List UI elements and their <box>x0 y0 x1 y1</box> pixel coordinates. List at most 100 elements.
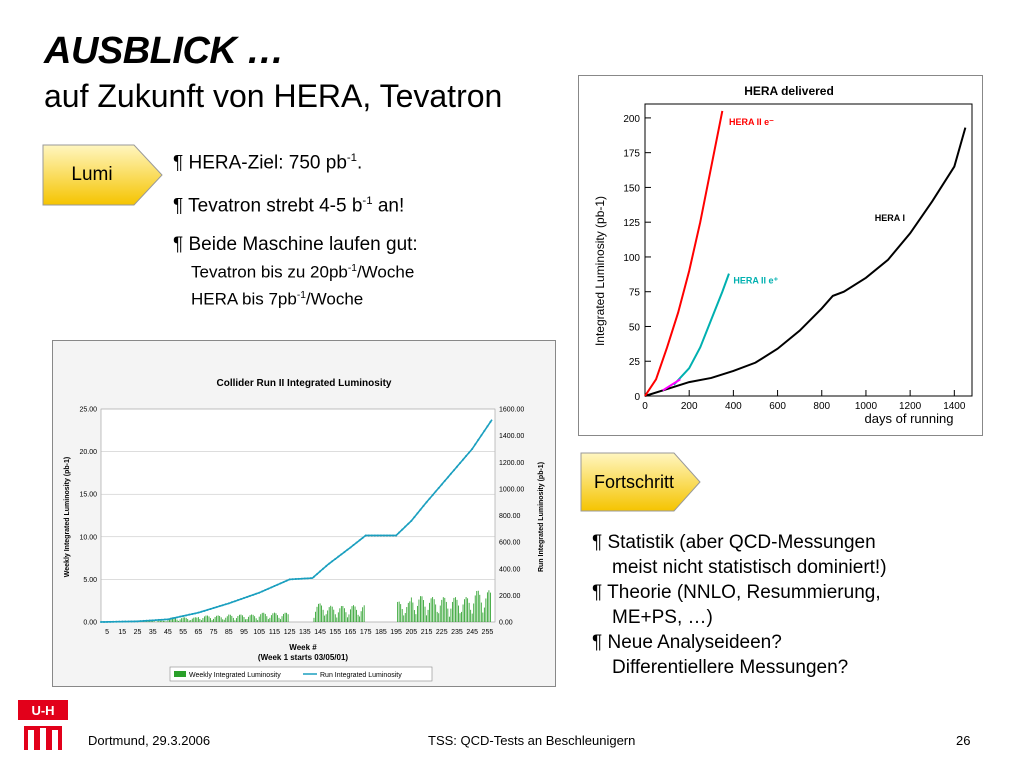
weekly-bar <box>261 612 263 622</box>
cumulative-point <box>276 583 279 586</box>
weekly-bar <box>181 618 183 622</box>
tevatron-chart: Collider Run II Integrated Luminosity We… <box>64 378 545 682</box>
cumulative-point <box>270 586 273 589</box>
weekly-bar <box>202 618 204 622</box>
weekly-bar <box>461 611 462 622</box>
weekly-bar <box>197 617 199 622</box>
weekly-bar <box>275 613 277 622</box>
weekly-bar <box>220 617 222 622</box>
weekly-bar <box>169 618 170 622</box>
weekly-bar <box>204 616 205 622</box>
cumulative-point <box>294 578 297 581</box>
cumulative-point <box>379 534 382 537</box>
y-tick-label: 200 <box>623 114 640 125</box>
tevatron-chart-title: Collider Run II Integrated Luminosity <box>216 378 391 389</box>
weekly-bar <box>447 608 449 622</box>
weekly-bar <box>359 616 361 622</box>
bullet-text: ¶ Tevatron strebt 4-5 b <box>173 195 363 217</box>
cumulative-point <box>115 620 118 623</box>
weekly-bar <box>441 599 443 622</box>
weekly-bar <box>226 616 228 622</box>
x-tick-label: 75 <box>210 629 218 636</box>
cumulative-point <box>179 615 182 618</box>
weekly-bar <box>476 590 478 622</box>
cumulative-point <box>300 577 303 580</box>
weekly-bar <box>397 601 399 622</box>
tevatron-x-axis-label: Week # <box>289 643 317 652</box>
sub-bullet-item: HERA bis 7pb-1/Woche <box>173 284 533 312</box>
cumulative-point <box>431 494 434 497</box>
weekly-bar <box>162 620 164 622</box>
cumulative-point <box>133 620 136 623</box>
cumulative-point <box>215 606 218 609</box>
footer-talk-title: TSS: QCD-Tests an Beschleunigern <box>428 733 636 748</box>
weekly-bar <box>207 615 208 622</box>
weekly-bar <box>362 607 364 622</box>
cumulative-point <box>325 565 328 568</box>
weekly-bar <box>455 597 456 622</box>
cumulative-point <box>443 479 446 482</box>
weekly-bar <box>196 617 198 622</box>
x-tick-label: 165 <box>345 629 357 636</box>
cumulative-point <box>166 618 169 621</box>
weekly-bar <box>333 609 335 622</box>
page-number: 26 <box>956 733 971 748</box>
weekly-bar <box>327 610 329 622</box>
weekly-bar <box>474 595 476 622</box>
y-tick-label: 0 <box>634 392 640 403</box>
lumi-arrow-box: Lumi <box>42 144 164 206</box>
progress-bullet-list: ¶ Statistik (aber QCD-Messungen meist nic… <box>592 530 1012 680</box>
x-tick-label: 600 <box>769 401 786 412</box>
cumulative-point <box>334 557 337 560</box>
bullet-text: HERA bis 7pb <box>191 289 297 309</box>
weekly-bar <box>213 618 214 622</box>
weekly-bar <box>465 597 467 622</box>
weekly-bar <box>272 613 274 622</box>
cumulative-point <box>203 609 206 612</box>
weekly-bar <box>406 607 408 622</box>
cumulative-point <box>191 613 194 616</box>
bullet-text: ¶ Theorie (NNLO, Resummierung, <box>592 582 881 603</box>
cumulative-point <box>188 613 191 616</box>
weekly-bar <box>483 607 485 622</box>
weekly-bar <box>225 617 227 622</box>
series-label: HERA I <box>875 213 905 223</box>
weekly-bar <box>421 596 423 622</box>
cumulative-point <box>483 429 486 432</box>
weekly-bar <box>438 613 440 622</box>
cumulative-point <box>459 462 462 465</box>
cumulative-point <box>121 620 124 623</box>
weekly-bar <box>436 611 438 622</box>
weekly-bar <box>403 615 405 622</box>
cumulative-point <box>434 490 437 493</box>
weekly-bar <box>413 610 415 622</box>
hera-x-axis-label: days of running <box>865 411 954 426</box>
weekly-bar <box>356 609 357 622</box>
cumulative-point <box>389 534 392 537</box>
cumulative-point <box>306 577 309 580</box>
x-tick-label: 65 <box>194 629 202 636</box>
weekly-bar <box>211 620 213 622</box>
y2-tick-label: 200.00 <box>499 593 521 600</box>
weekly-bar <box>322 609 324 622</box>
cumulative-point <box>200 610 203 613</box>
weekly-bar <box>205 615 207 622</box>
cumulative-point <box>465 455 468 458</box>
weekly-bar <box>448 616 450 622</box>
weekly-bar <box>153 621 155 622</box>
weekly-bar <box>159 620 161 622</box>
weekly-bar <box>488 590 490 622</box>
weekly-bar <box>170 617 172 622</box>
bullet-item: ¶ Statistik (aber QCD-Messungen meist nic… <box>592 530 1012 580</box>
weekly-bar <box>287 614 289 622</box>
x-tick-label: 5 <box>105 629 109 636</box>
sub-bullet-item: Tevatron bis zu 20pb-1/Woche <box>173 257 533 285</box>
legend-box <box>169 666 433 682</box>
y-tick-label: 25 <box>629 357 641 368</box>
weekly-bar <box>486 592 488 622</box>
weekly-bar <box>217 615 219 622</box>
weekly-bar <box>266 616 268 622</box>
weekly-bar <box>342 606 344 622</box>
weekly-bar <box>248 616 249 622</box>
cumulative-point <box>398 531 401 534</box>
